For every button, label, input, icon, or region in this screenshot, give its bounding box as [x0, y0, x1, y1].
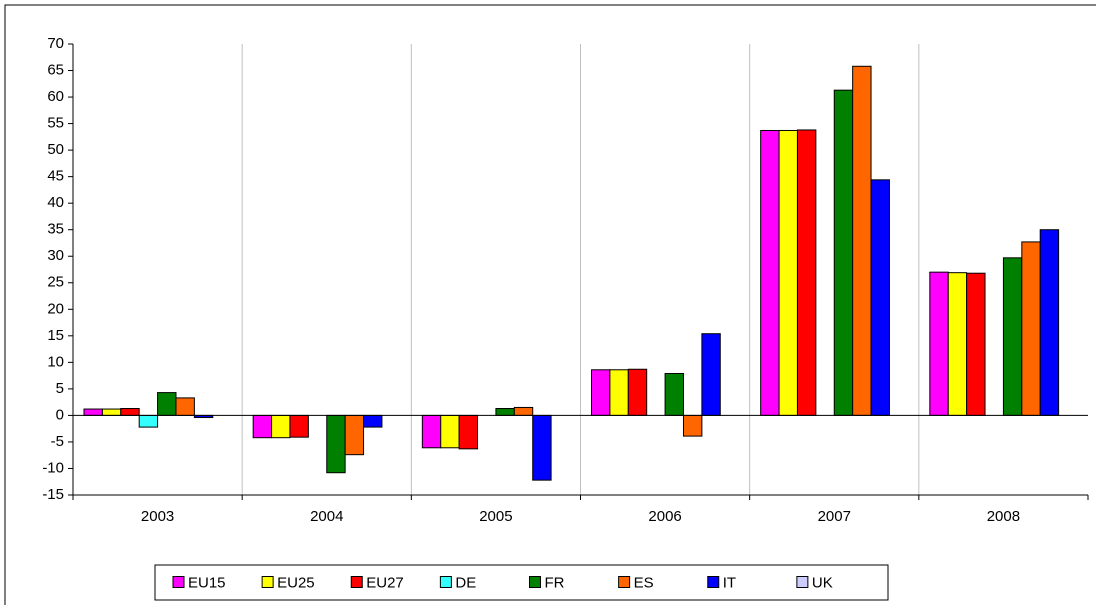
bar	[627, 368, 648, 416]
y-tick-label: -15	[42, 486, 64, 503]
bar	[495, 408, 515, 416]
legend-swatch	[529, 576, 541, 588]
legend-label: IT	[723, 574, 736, 591]
bar	[175, 397, 195, 416]
y-tick-label: 45	[47, 168, 64, 185]
legend-label: UK	[812, 574, 833, 591]
legend-swatch	[172, 576, 185, 588]
bar	[591, 369, 611, 416]
bar	[101, 408, 122, 416]
bar	[83, 408, 103, 416]
y-tick-label: 0	[56, 406, 64, 423]
y-tick-label: 40	[47, 194, 64, 211]
bar	[760, 129, 780, 416]
legend-label: EU25	[277, 574, 315, 591]
y-tick-label: 30	[47, 247, 64, 264]
y-tick-label: 35	[47, 221, 64, 238]
bar	[682, 414, 703, 437]
bar	[870, 179, 890, 416]
legend-swatch	[439, 576, 452, 588]
legend-label: FR	[545, 574, 565, 591]
bar	[157, 392, 177, 416]
bar	[609, 369, 629, 416]
bar	[344, 414, 365, 456]
y-tick-label: 20	[47, 300, 64, 317]
y-tick-label: 5	[56, 380, 64, 397]
legend-label: ES	[634, 574, 654, 591]
legend-swatch	[350, 576, 363, 588]
bar	[852, 65, 872, 416]
y-tick-label: -10	[42, 459, 64, 476]
bar	[833, 89, 854, 416]
bar	[513, 406, 534, 416]
x-tick-label: 2005	[479, 508, 512, 525]
x-tick-label: 2003	[141, 508, 174, 525]
bar	[138, 414, 159, 428]
bar	[966, 272, 986, 416]
legend-label: DE	[455, 574, 476, 591]
y-tick-label: 70	[47, 35, 64, 52]
y-tick-label: 60	[47, 88, 64, 105]
bar	[701, 333, 721, 416]
y-tick-label: 15	[47, 327, 64, 344]
y-tick-label: 65	[47, 61, 64, 78]
legend-label: EU15	[188, 574, 226, 591]
legend-box	[154, 564, 889, 601]
bar	[458, 414, 479, 450]
x-tick-label: 2004	[310, 508, 343, 525]
bar	[421, 414, 442, 449]
bar	[778, 129, 798, 416]
bar	[532, 414, 552, 481]
bar	[252, 414, 273, 439]
y-tick-label: 10	[47, 353, 64, 370]
bar	[947, 272, 968, 416]
chart-frame	[4, 4, 1096, 610]
bar	[120, 408, 140, 416]
y-tick-label: -5	[51, 433, 64, 450]
y-tick-label: 50	[47, 141, 64, 158]
bar	[440, 414, 460, 449]
bar	[326, 414, 346, 474]
legend-swatch	[707, 576, 720, 588]
legend-label: EU27	[366, 574, 404, 591]
bar	[289, 414, 309, 438]
legend-swatch	[796, 576, 809, 588]
legend-swatch	[618, 576, 631, 588]
bar	[929, 271, 949, 416]
bar	[363, 414, 383, 428]
bar	[796, 129, 817, 416]
bar	[1021, 241, 1041, 416]
bar	[271, 414, 291, 439]
x-tick-label: 2007	[818, 508, 851, 525]
bar	[1002, 257, 1023, 416]
y-tick-label: 55	[47, 115, 64, 132]
x-tick-label: 2006	[648, 508, 681, 525]
x-tick-label: 2008	[987, 508, 1020, 525]
bar	[664, 372, 684, 416]
y-tick-label: 25	[47, 274, 64, 291]
legend-swatch	[261, 576, 274, 588]
bar	[1039, 229, 1060, 416]
